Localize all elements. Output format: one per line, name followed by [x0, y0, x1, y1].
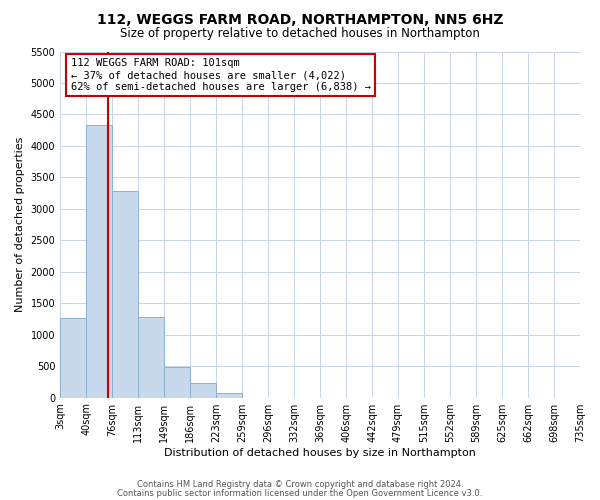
Bar [60, 318, 86, 398]
Text: Size of property relative to detached houses in Northampton: Size of property relative to detached ho… [120, 28, 480, 40]
Text: 112 WEGGS FARM ROAD: 101sqm
← 37% of detached houses are smaller (4,022)
62% of : 112 WEGGS FARM ROAD: 101sqm ← 37% of det… [71, 58, 371, 92]
Bar [216, 392, 242, 398]
Text: 112, WEGGS FARM ROAD, NORTHAMPTON, NN5 6HZ: 112, WEGGS FARM ROAD, NORTHAMPTON, NN5 6… [97, 12, 503, 26]
Bar [138, 317, 164, 398]
Bar [86, 125, 112, 398]
Text: Contains public sector information licensed under the Open Government Licence v3: Contains public sector information licen… [118, 489, 482, 498]
Bar [190, 383, 216, 398]
Bar [164, 368, 190, 398]
X-axis label: Distribution of detached houses by size in Northampton: Distribution of detached houses by size … [164, 448, 476, 458]
Text: Contains HM Land Registry data © Crown copyright and database right 2024.: Contains HM Land Registry data © Crown c… [137, 480, 463, 489]
Bar [112, 191, 138, 398]
Y-axis label: Number of detached properties: Number of detached properties [15, 137, 25, 312]
